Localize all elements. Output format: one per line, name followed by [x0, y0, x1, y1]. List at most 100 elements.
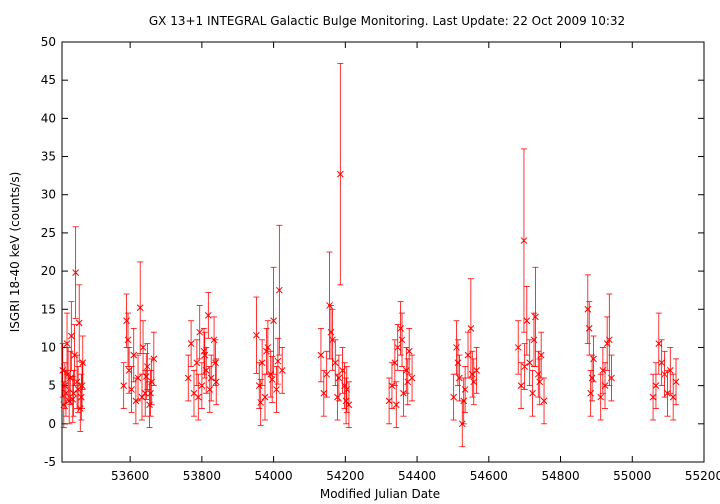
y-tick-label: 30 [41, 188, 56, 202]
data-point [75, 284, 83, 362]
y-tick-label: 5 [48, 379, 56, 393]
point-marker [120, 382, 128, 389]
data-point [202, 347, 210, 394]
point-marker [601, 382, 609, 389]
point-marker [468, 370, 476, 378]
data-point [584, 274, 592, 345]
data-point [190, 369, 198, 417]
x-tick-label: 55200 [685, 469, 720, 483]
plot-area: -5 0 5 10 15 20 25 30 35 40 45 50 53600 53800 54000 542… [41, 35, 720, 483]
point-marker [193, 359, 201, 367]
data-point [394, 324, 402, 371]
y-tick-label: 20 [41, 264, 56, 278]
x-tick-label: 54600 [470, 469, 508, 483]
data-point [669, 373, 677, 421]
plot-frame [61, 41, 705, 463]
y-tick-label: 45 [41, 73, 56, 87]
point-marker [454, 359, 462, 367]
point-marker [124, 336, 132, 344]
point-marker [537, 351, 545, 359]
data-point [666, 347, 674, 394]
data-point [184, 354, 192, 402]
data-point [142, 353, 150, 400]
point-marker [652, 382, 660, 389]
point-marker [70, 389, 77, 397]
point-marker [72, 269, 79, 276]
point-marker [608, 374, 615, 382]
data-point [136, 261, 144, 354]
point-marker [391, 359, 399, 367]
data-point [461, 366, 469, 413]
data-point [408, 354, 416, 402]
point-marker [204, 312, 212, 319]
point-marker [184, 374, 192, 382]
data-point [514, 320, 522, 375]
point-marker [261, 393, 269, 401]
point-marker [268, 376, 276, 383]
point-marker [464, 351, 472, 359]
data-point [278, 347, 286, 394]
point-marker [526, 359, 534, 367]
point-marker [147, 389, 154, 397]
point-marker [392, 401, 400, 409]
data-point [327, 305, 335, 360]
chart-title: GX 13+1 INTEGRAL Galactic Bulge Monitori… [149, 14, 625, 28]
y-axis-label: ISGRI 18-40 keV (counts/s) [8, 172, 22, 333]
point-marker [521, 363, 529, 370]
point-marker [78, 393, 85, 401]
data-point [649, 373, 657, 421]
data-point [536, 358, 544, 406]
y-tick-label: 15 [41, 302, 56, 316]
point-marker [263, 347, 270, 355]
data-point [467, 278, 475, 379]
data-point [530, 312, 538, 367]
point-marker [385, 397, 393, 405]
point-marker [536, 378, 544, 386]
data-point [521, 343, 529, 390]
x-tick-label: 55000 [613, 469, 651, 483]
x-tick-label: 53600 [111, 469, 149, 483]
point-marker [532, 313, 539, 321]
x-tick-label: 53800 [183, 469, 221, 483]
y-tick-label: 35 [41, 150, 56, 164]
point-marker [334, 393, 341, 401]
point-marker [587, 389, 595, 397]
data-marks [59, 62, 680, 448]
data-point [212, 339, 219, 387]
data-point [147, 369, 154, 417]
point-marker [672, 378, 680, 386]
x-axis-label: Modified Julian Date [320, 487, 440, 501]
data-point [78, 373, 85, 421]
data-point [520, 148, 528, 333]
point-marker [78, 382, 86, 389]
data-point [73, 354, 81, 409]
point-marker [520, 237, 528, 244]
point-marker [61, 382, 69, 389]
data-point [66, 350, 74, 406]
data-point [67, 301, 75, 371]
x-tick-label: 54200 [326, 469, 364, 483]
data-point [206, 366, 214, 413]
point-marker [270, 317, 277, 325]
point-marker [67, 332, 75, 340]
point-marker [655, 340, 663, 347]
x-tick-label: 54000 [255, 469, 293, 483]
point-marker [320, 389, 328, 397]
data-point [125, 347, 133, 394]
point-marker [212, 359, 219, 367]
point-marker [194, 393, 202, 401]
data-point [342, 377, 350, 425]
point-marker [323, 370, 331, 378]
point-marker [402, 367, 410, 374]
x-tick-label: 54800 [541, 469, 579, 483]
data-point [274, 337, 282, 385]
point-marker [62, 389, 70, 397]
point-marker [75, 319, 83, 327]
point-marker [196, 328, 204, 336]
point-marker [523, 317, 531, 325]
point-marker [540, 397, 548, 405]
data-point [404, 358, 412, 406]
data-point [464, 331, 472, 379]
point-marker [467, 325, 475, 332]
